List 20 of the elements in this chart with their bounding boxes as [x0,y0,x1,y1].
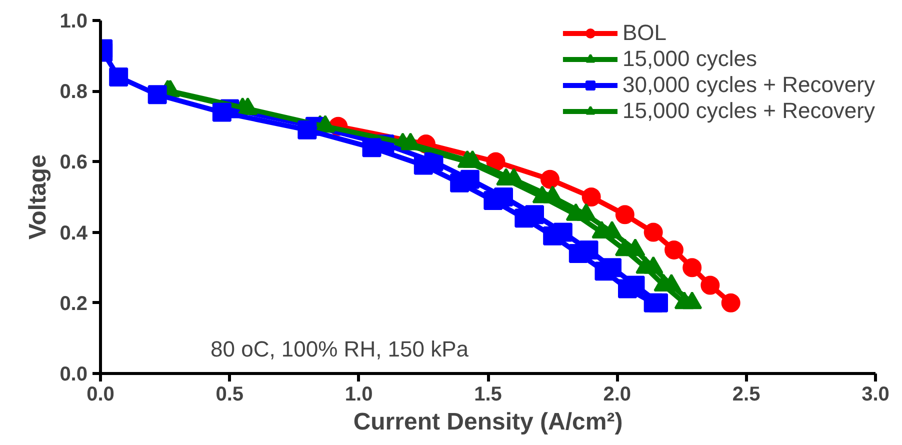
x-tick-label: 3.0 [862,384,890,406]
legend-label: 15,000 cycles + Recovery [622,98,875,124]
y-tick-label: 0.0 [60,364,88,386]
legend-label: 30,000 cycles + Recovery [622,72,875,98]
legend-label: BOL [622,20,666,46]
y-tick-label: 0.4 [60,222,88,244]
x-axis-title: Current Density (A/cm²) [353,408,623,436]
y-axis-title: Voltage [24,154,52,240]
legend-label: 15,000 cycles [622,46,757,72]
x-tick-label: 2.5 [732,384,760,406]
y-tick-label: 0.2 [60,292,88,315]
x-tick-label: 1.5 [474,384,502,406]
y-tick-label: 0.8 [60,81,88,104]
x-tick-label: 0.5 [216,384,244,406]
annotation: 80 oC, 100% RH, 150 kPa [210,336,470,362]
x-tick-label: 1.0 [344,384,373,406]
y-tick-label: 1.0 [60,10,88,32]
x-tick-label: 0.0 [86,384,114,406]
y-tick-label: 0.6 [60,152,88,174]
x-tick-label: 2.0 [603,384,632,406]
